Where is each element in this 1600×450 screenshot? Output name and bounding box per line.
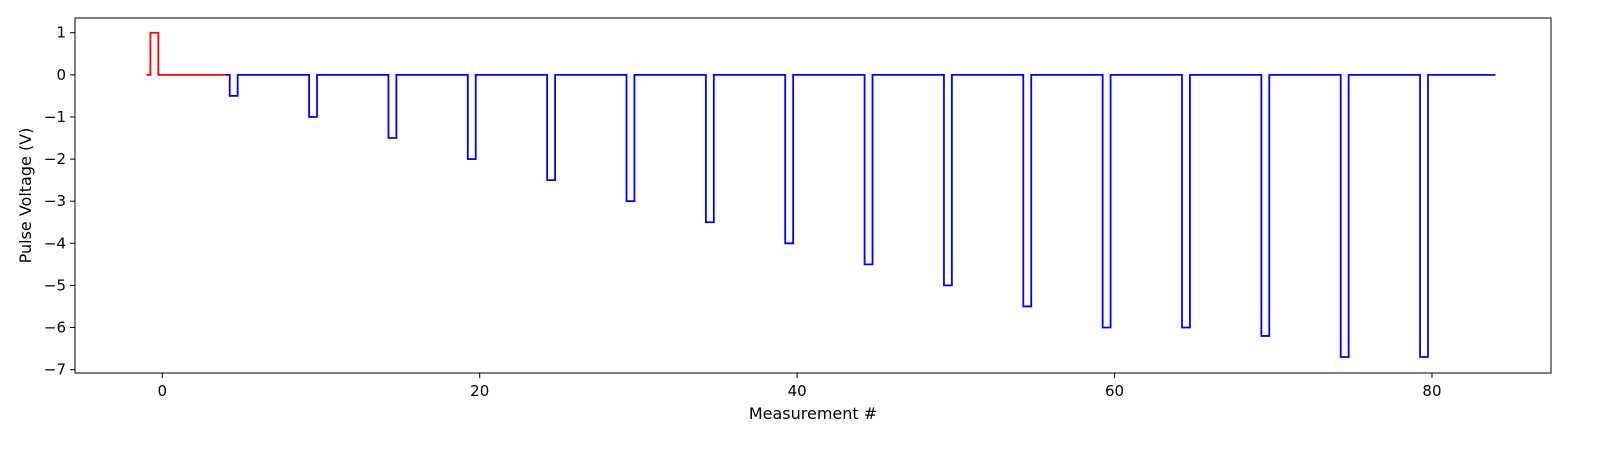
y-axis-label: Pulse Voltage (V) bbox=[16, 128, 35, 264]
series-layer bbox=[146, 31, 1496, 358]
x-tick-label: 40 bbox=[788, 382, 807, 400]
plot-frame bbox=[74, 17, 1552, 374]
x-tick-label: 80 bbox=[1422, 382, 1441, 400]
y-tick-label: 0 bbox=[56, 66, 66, 84]
y-tick-label: 1 bbox=[56, 24, 66, 42]
y-tick-label: −7 bbox=[44, 361, 66, 379]
y-tick-label: −3 bbox=[44, 192, 66, 210]
y-tick-label: −5 bbox=[44, 276, 66, 294]
series-line-1 bbox=[225, 73, 1496, 358]
y-tick-label: −4 bbox=[44, 234, 66, 252]
x-axis-label: Measurement # bbox=[749, 404, 877, 423]
ticks-layer: 0 20 40 60 80 1 0 −1 −2 −3 −4 −5 −6 −7 bbox=[44, 24, 1442, 400]
x-tick-label: 60 bbox=[1105, 382, 1124, 400]
y-tick-label: −2 bbox=[44, 150, 66, 168]
series-line-0 bbox=[146, 31, 226, 76]
x-tick-label: 0 bbox=[158, 382, 168, 400]
y-tick-label: −6 bbox=[44, 319, 66, 337]
y-tick-label: −1 bbox=[44, 108, 66, 126]
x-tick-label: 20 bbox=[470, 382, 489, 400]
plot-background bbox=[75, 18, 1551, 373]
